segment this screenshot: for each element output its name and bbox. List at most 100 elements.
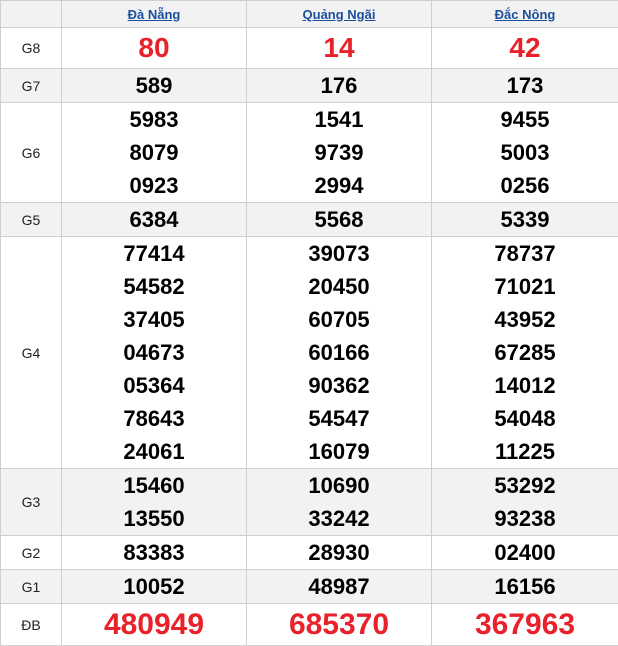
prize-label: G2 [1,536,62,570]
prize-label: G7 [1,69,62,103]
result-cell: 83383 [62,536,247,570]
prize-label: G4 [1,237,62,469]
result-number: 15460 [62,469,246,502]
result-number: 173 [432,69,618,102]
result-number: 1541 [247,103,431,136]
result-number: 71021 [432,270,618,303]
result-number: 37405 [62,303,246,336]
result-number: 04673 [62,336,246,369]
prize-label: G8 [1,28,62,69]
prize-label: G3 [1,469,62,536]
corner-cell [1,1,62,28]
province-header: Quảng Ngãi [247,1,432,28]
result-number: 05364 [62,369,246,402]
result-cell: 42 [432,28,618,69]
result-number: 53292 [432,469,618,502]
result-number: 60705 [247,303,431,336]
result-number: 93238 [432,502,618,535]
result-number: 5568 [247,203,431,236]
result-number: 589 [62,69,246,102]
prize-label: G5 [1,203,62,237]
result-number: 48987 [247,570,431,603]
result-number: 8079 [62,136,246,169]
result-number: 9739 [247,136,431,169]
result-number: 10052 [62,570,246,603]
result-number: 2994 [247,169,431,202]
result-cell: 176 [247,69,432,103]
result-cell: 173 [432,69,618,103]
result-cell: 16156 [432,570,618,604]
province-link-dac-nong[interactable]: Đắc Nông [495,7,556,22]
result-number: 13550 [62,502,246,535]
prize-label: ĐB [1,604,62,646]
result-number: 480949 [62,604,246,645]
result-number: 54048 [432,402,618,435]
result-cell: 28930 [247,536,432,570]
result-number: 16156 [432,570,618,603]
result-number: 0923 [62,169,246,202]
result-cell: 02400 [432,536,618,570]
result-cell: 80 [62,28,247,69]
result-number: 54582 [62,270,246,303]
result-number: 43952 [432,303,618,336]
result-number: 5003 [432,136,618,169]
result-number: 90362 [247,369,431,402]
result-number: 6384 [62,203,246,236]
result-cell: 10052 [62,570,247,604]
result-cell: 480949 [62,604,247,646]
result-number: 16079 [247,435,431,468]
province-header: Đà Nẵng [62,1,247,28]
result-number: 39073 [247,237,431,270]
result-number: 77414 [62,237,246,270]
result-cell: 5568 [247,203,432,237]
result-number: 67285 [432,336,618,369]
result-cell: 589 [62,69,247,103]
result-number: 33242 [247,502,431,535]
result-number: 20450 [247,270,431,303]
result-number: 24061 [62,435,246,468]
result-number: 5339 [432,203,618,236]
result-number: 10690 [247,469,431,502]
result-cell: 48987 [247,570,432,604]
result-number: 367963 [432,604,618,645]
result-number: 11225 [432,435,618,468]
result-cell: 685370 [247,604,432,646]
result-number: 83383 [62,536,246,569]
province-header: Đắc Nông [432,1,618,28]
result-cell: 5339 [432,203,618,237]
province-link-da-nang[interactable]: Đà Nẵng [128,7,181,22]
result-number: 5983 [62,103,246,136]
result-number: 54547 [247,402,431,435]
result-number: 02400 [432,536,618,569]
result-cell: 6384 [62,203,247,237]
result-number: 42 [432,28,618,68]
result-number: 78643 [62,402,246,435]
result-cell: 14 [247,28,432,69]
header-row: Đà Nẵng Quảng Ngãi Đắc Nông [1,1,618,28]
result-number: 60166 [247,336,431,369]
result-number: 685370 [247,604,431,645]
result-number: 78737 [432,237,618,270]
result-number: 176 [247,69,431,102]
result-number: 14 [247,28,431,68]
result-cell: 367963 [432,604,618,646]
province-link-quang-ngai[interactable]: Quảng Ngãi [303,7,376,22]
